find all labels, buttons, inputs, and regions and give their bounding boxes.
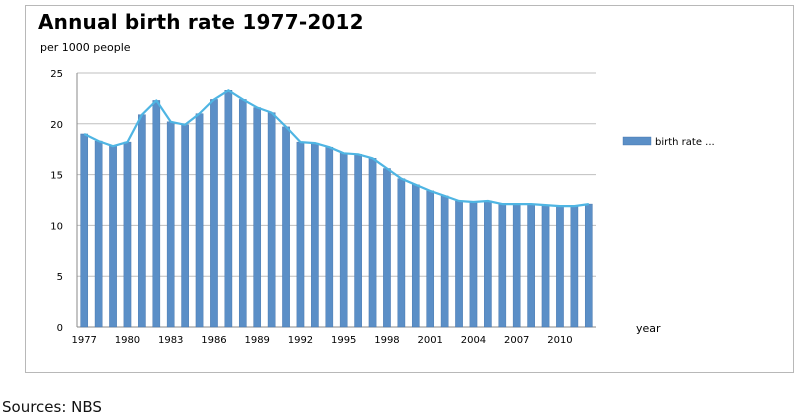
bar-2004 [469, 201, 478, 328]
x-tick-label: 1983 [158, 335, 183, 346]
series-line [83, 89, 589, 208]
bar-1980 [123, 141, 132, 328]
y-tick-label: 10 [50, 221, 63, 232]
chart-frame: Annual birth rate 1977-2012 per 1000 peo… [25, 5, 794, 373]
x-tick-label: 1986 [201, 335, 226, 346]
bar-1989 [253, 107, 262, 328]
bar-2006 [498, 203, 507, 328]
x-tick-label: 1992 [288, 335, 313, 346]
x-tick-label: 2010 [547, 335, 572, 346]
bar-1995 [339, 153, 348, 328]
bar-1994 [325, 146, 334, 328]
x-tick-label: 2001 [417, 335, 442, 346]
bar-1982 [152, 100, 161, 328]
y-tick-label: 20 [50, 120, 63, 131]
x-tick-label: 1980 [115, 335, 140, 346]
bar-1997 [368, 158, 377, 328]
source-note: Sources: NBS [2, 398, 102, 416]
chart-title: Annual birth rate 1977-2012 [38, 10, 364, 34]
bar-1983 [166, 121, 175, 328]
bar-1988 [238, 99, 247, 328]
bar-1981 [138, 114, 146, 328]
bar-2007 [512, 203, 521, 328]
legend-label: birth rate ... [655, 137, 715, 148]
bar-2005 [484, 200, 492, 328]
bar-2010 [556, 205, 564, 328]
chart-plot: 0 5 10 15 20 25 1977 1980 1983 1986 1989 1992 1995 19… [50, 69, 715, 346]
bar-1979 [109, 145, 117, 328]
bar-2002 [440, 195, 449, 328]
bar-1993 [311, 142, 319, 328]
bar-1985 [195, 113, 204, 328]
x-tick-label: 1977 [71, 335, 96, 346]
x-tick-label: 2004 [461, 335, 486, 346]
bar-1986 [210, 99, 218, 328]
bar-1992 [296, 141, 305, 328]
bar-1977 [80, 133, 89, 328]
y-tick-label: 15 [50, 171, 63, 182]
bar-2008 [527, 203, 535, 328]
bar-2001 [426, 190, 435, 328]
legend-swatch [622, 136, 652, 146]
x-tick-label: 1998 [374, 335, 399, 346]
bar-2000 [411, 184, 420, 328]
bar-1999 [397, 178, 406, 328]
bar-1987 [224, 90, 233, 328]
x-axis-label: year [636, 322, 661, 335]
chart-subtitle: per 1000 people [40, 41, 131, 54]
bar-1996 [354, 154, 362, 328]
y-tick-label: 5 [57, 272, 63, 283]
bar-1998 [383, 168, 391, 328]
y-tick-label: 0 [57, 323, 63, 334]
bar-1990 [267, 112, 276, 328]
bar-2011 [570, 205, 579, 328]
bar-1984 [181, 124, 189, 328]
y-tick-label: 25 [50, 69, 63, 80]
x-tick-label: 1989 [244, 335, 269, 346]
bar-1978 [94, 140, 103, 328]
bar-2003 [455, 200, 463, 328]
x-tick-label: 2007 [504, 335, 529, 346]
x-tick-label: 1995 [331, 335, 356, 346]
bar-2012 [584, 203, 593, 328]
bar-1991 [282, 126, 290, 328]
bar-2009 [541, 204, 550, 328]
